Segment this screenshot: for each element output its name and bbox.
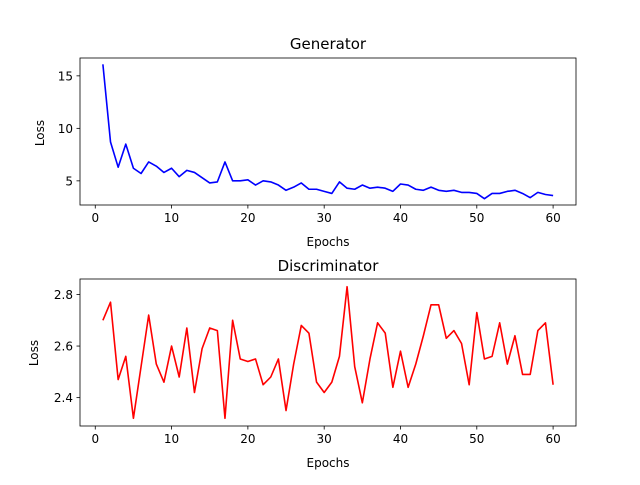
generator-y-axis-label: Loss	[33, 120, 47, 146]
discriminator-y-tick-label: 2.6	[54, 340, 73, 354]
discriminator-x-tick-label: 10	[164, 432, 179, 446]
generator-axes-frame	[79, 57, 577, 206]
discriminator-y-tick-label: 2.4	[54, 391, 73, 405]
discriminator-title: Discriminator	[278, 257, 380, 275]
discriminator-x-axis-label: Epochs	[307, 456, 350, 470]
generator-x-tick-label: 40	[393, 211, 408, 225]
discriminator-loss-line	[102, 285, 554, 420]
discriminator-subplot: Discriminator Epochs Loss 0 10 20 30 40 50 60 2…	[27, 257, 577, 470]
generator-x-tick-label: 20	[240, 211, 255, 225]
discriminator-y-axis-label: Loss	[27, 340, 41, 366]
generator-x-axis-label: Epochs	[307, 235, 350, 249]
generator-x-tick-label: 50	[469, 211, 484, 225]
discriminator-x-tick-label: 60	[545, 432, 560, 446]
discriminator-plot-area	[102, 285, 554, 420]
discriminator-ticks: 0 10 20 30 40 50 60 2.4 2.6 2.8	[54, 288, 561, 446]
generator-x-tick-label: 60	[545, 211, 560, 225]
generator-x-tick-label: 0	[91, 211, 99, 225]
generator-plot-area	[102, 64, 554, 200]
discriminator-y-tick-label: 2.8	[54, 288, 73, 302]
discriminator-x-tick-label: 40	[393, 432, 408, 446]
generator-loss-line	[102, 64, 554, 200]
generator-subplot: Generator Epochs Loss 0 10 20 30 40 50 60 5 10 15	[33, 35, 577, 249]
generator-y-tick-label: 10	[58, 122, 73, 136]
generator-ticks: 0 10 20 30 40 50 60 5 10 15	[58, 69, 561, 225]
discriminator-x-tick-label: 50	[469, 432, 484, 446]
discriminator-x-tick-label: 0	[91, 432, 99, 446]
generator-title: Generator	[290, 35, 367, 53]
generator-y-tick-label: 15	[58, 69, 73, 83]
generator-x-tick-label: 30	[317, 211, 332, 225]
generator-x-tick-label: 10	[164, 211, 179, 225]
discriminator-x-tick-label: 20	[240, 432, 255, 446]
discriminator-x-tick-label: 30	[317, 432, 332, 446]
generator-y-tick-label: 5	[65, 174, 73, 188]
discriminator-axes-frame	[79, 278, 577, 427]
